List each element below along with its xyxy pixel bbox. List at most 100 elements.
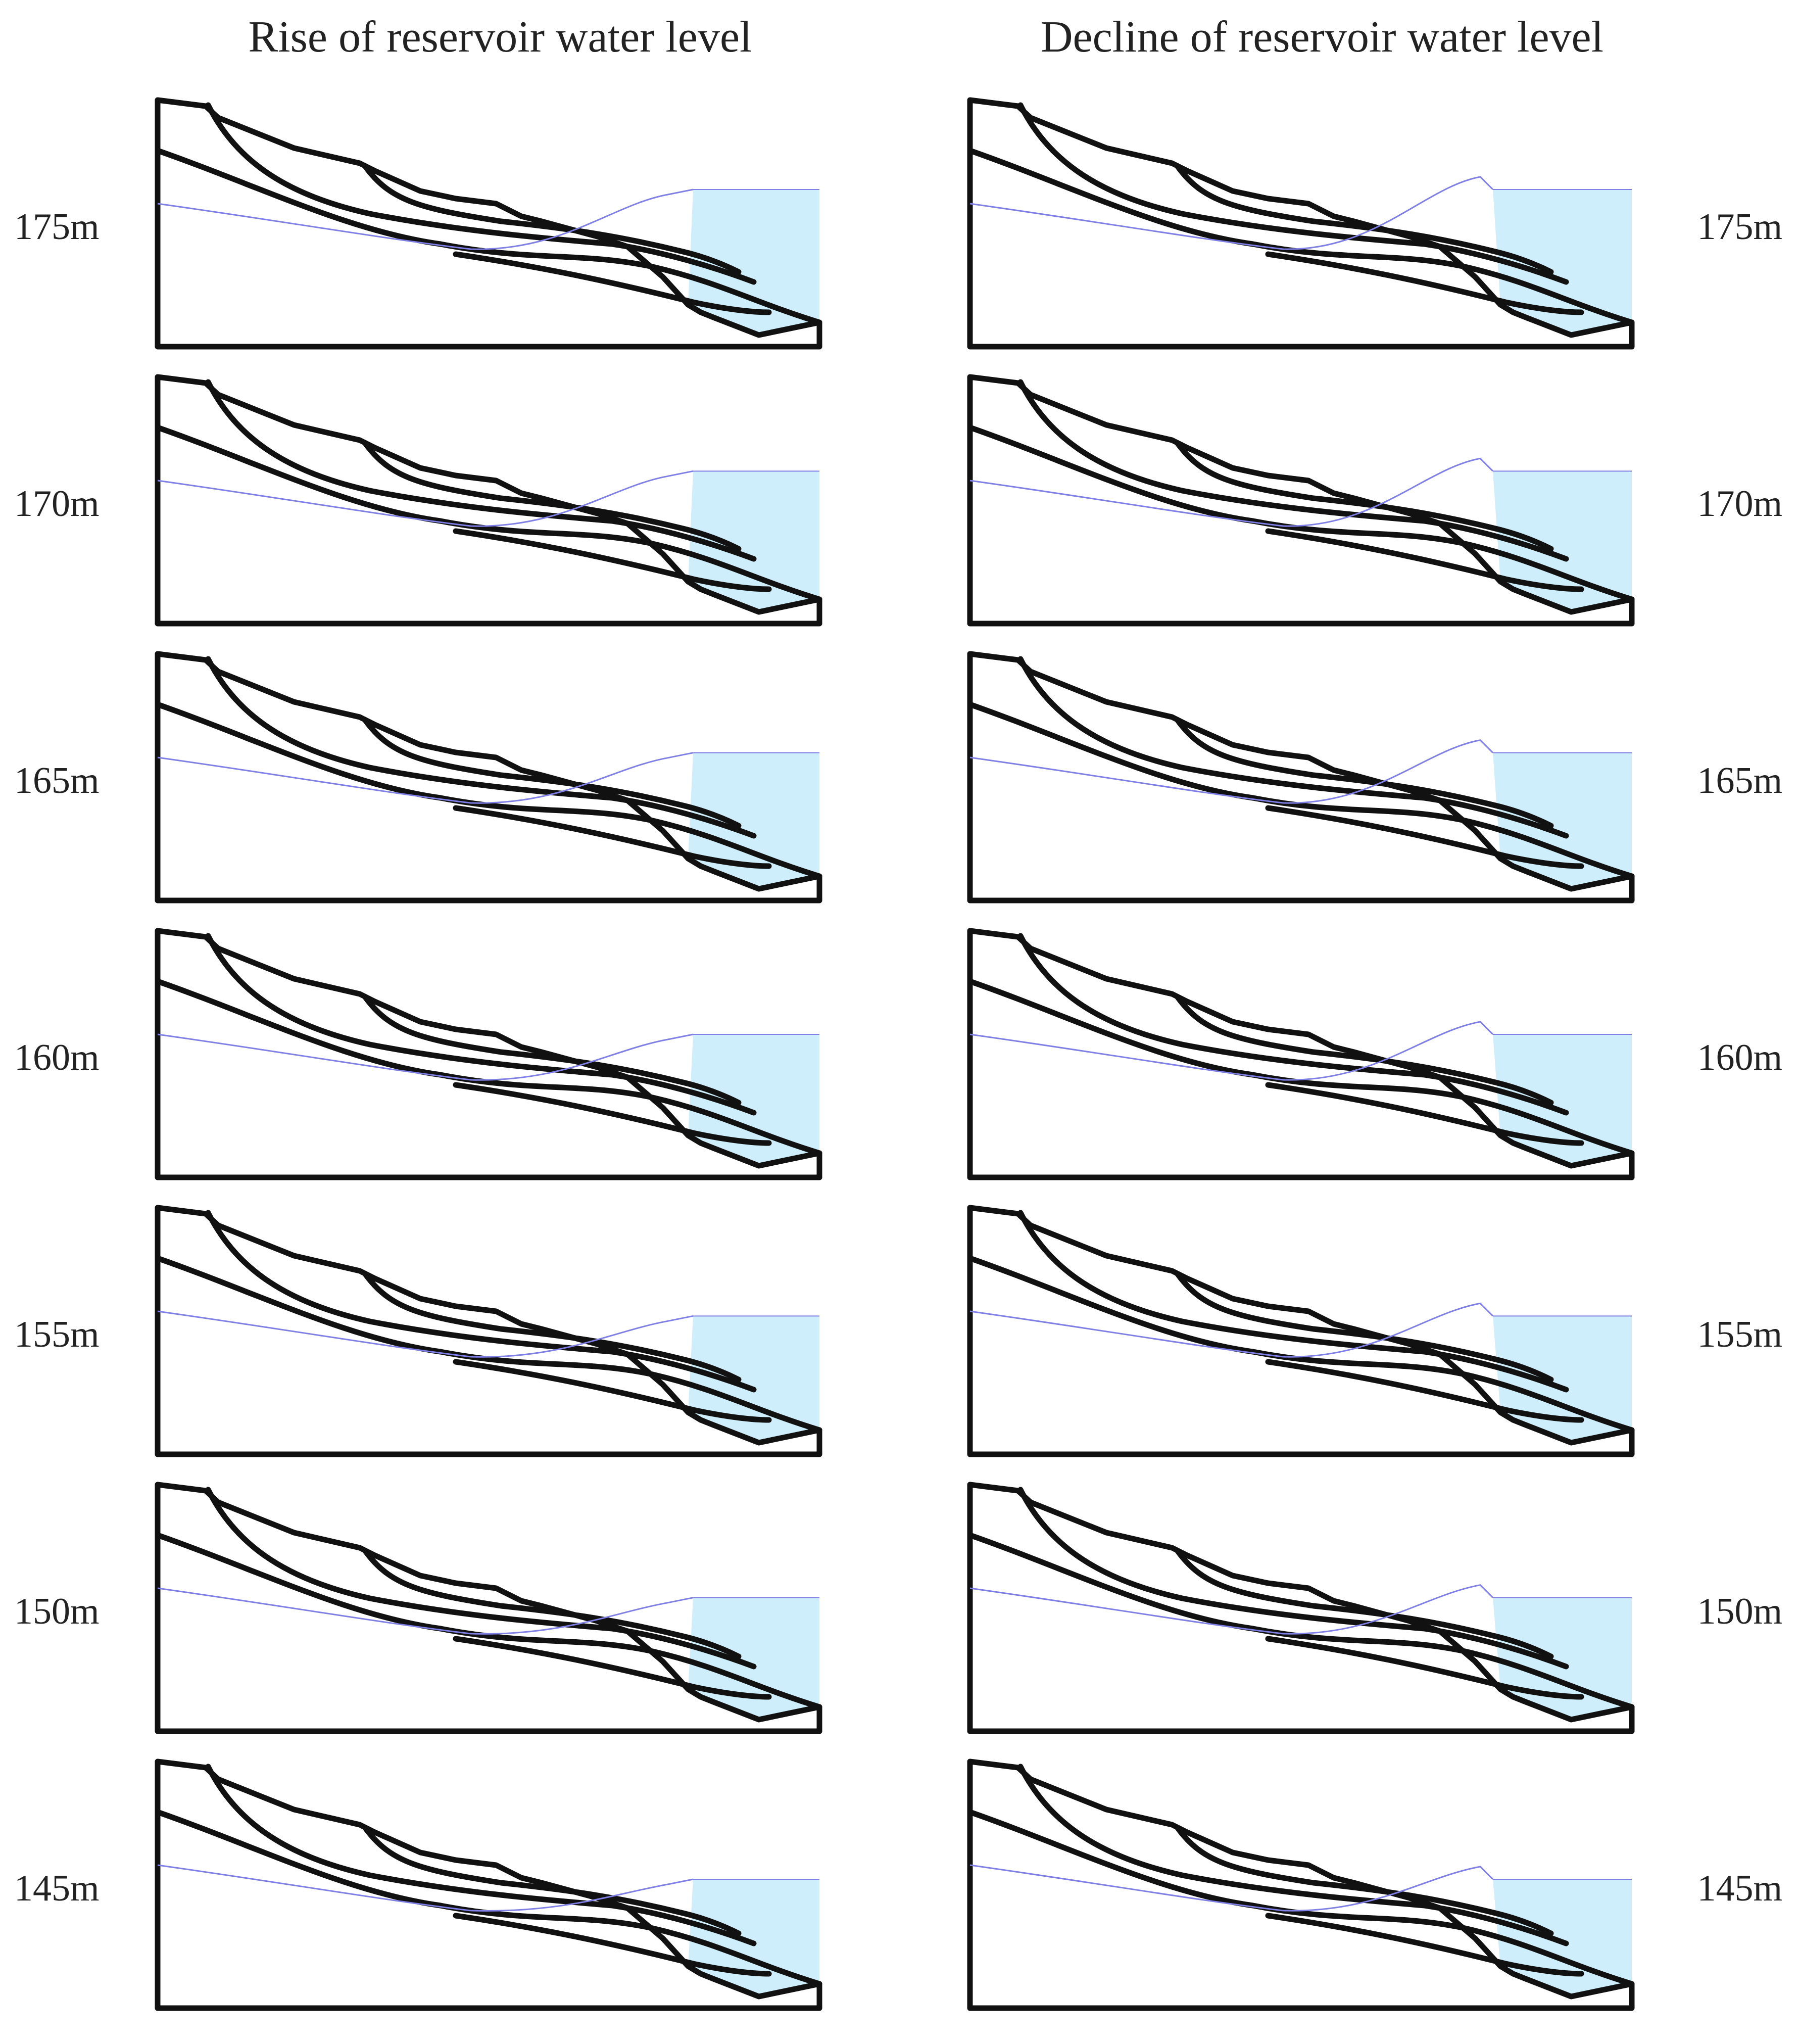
phreatic-line — [969, 176, 1494, 250]
strata-boundary-lower — [453, 528, 772, 592]
slide-surface-base — [967, 978, 1635, 1156]
slope-outline — [967, 97, 1635, 350]
phreatic-line — [969, 1864, 1494, 1912]
panel-rise-150m — [155, 1482, 822, 1734]
slide-surface-base — [967, 1532, 1635, 1710]
slope-outline — [967, 1205, 1635, 1457]
level-label-rise-155m: 155m — [14, 1314, 100, 1355]
slide-surface-base — [155, 1532, 822, 1710]
panel-rise-165m — [155, 651, 822, 904]
slide-surface-rear — [205, 1210, 757, 1393]
phreatic-line — [969, 739, 1494, 804]
panel-grid: 175m 175m 170m 170m 165m 165m 160m 160m 155m 155m… — [14, 97, 1782, 2011]
slope-outline — [967, 1758, 1635, 2011]
slide-surface-rear — [1017, 656, 1569, 839]
slide-surface-rear — [205, 933, 757, 1116]
level-label-decline-150m: 150m — [1697, 1591, 1782, 1632]
slope-outline — [967, 374, 1635, 627]
strata-boundary-lower — [1265, 805, 1584, 869]
slide-surface-rear — [1017, 1487, 1569, 1670]
panel-decline-175m — [967, 97, 1635, 350]
strata-boundary-lower — [453, 251, 772, 315]
phreatic-line — [157, 1310, 694, 1358]
reservoir-water — [688, 1316, 819, 1443]
slide-surface-front — [362, 993, 742, 1106]
reservoir-water — [1493, 471, 1632, 612]
slope-outline — [967, 1482, 1635, 1734]
title-decline-of-reservoir-water-level: Decline of reservoir water level — [1041, 13, 1603, 62]
phreatic-line — [969, 1021, 1494, 1081]
slide-surface-base — [967, 148, 1635, 325]
slope-outline — [155, 97, 822, 350]
reservoir-water — [688, 189, 819, 335]
strata-boundary-lower — [1265, 1913, 1584, 1977]
slide-surface-front — [1174, 993, 1554, 1106]
slide-surface-front — [362, 1824, 742, 1936]
slope-outline — [155, 1758, 822, 2011]
slope-outline — [155, 374, 822, 627]
reservoir-water — [688, 1597, 819, 1720]
slide-surface-front — [1174, 163, 1554, 275]
slide-surface-rear — [205, 1487, 757, 1670]
slide-surface-base — [155, 978, 822, 1156]
slide-surface-base — [155, 424, 822, 602]
slope-outline — [967, 651, 1635, 904]
level-label-rise-145m: 145m — [14, 1868, 100, 1909]
level-label-rise-175m: 175m — [14, 206, 100, 248]
slide-surface-base — [967, 701, 1635, 879]
slide-surface-base — [967, 424, 1635, 602]
panel-rise-155m — [155, 1205, 822, 1457]
slide-surface-front — [362, 440, 742, 552]
panel-decline-155m — [967, 1205, 1635, 1457]
strata-boundary-lower — [1265, 1636, 1584, 1700]
slope-outline — [155, 928, 822, 1180]
slope-outline — [155, 1482, 822, 1734]
panel-rise-170m — [155, 374, 822, 627]
slide-surface-front — [1174, 1547, 1554, 1659]
level-label-rise-165m: 165m — [14, 760, 100, 801]
strata-boundary-lower — [1265, 1082, 1584, 1146]
reservoir-water — [1493, 1316, 1632, 1443]
slide-surface-front — [1174, 717, 1554, 829]
level-label-decline-145m: 145m — [1697, 1868, 1782, 1909]
level-label-rise-150m: 150m — [14, 1591, 100, 1632]
phreatic-line — [157, 1033, 694, 1081]
strata-boundary-lower — [1265, 528, 1584, 592]
phreatic-line — [157, 1864, 694, 1912]
level-label-rise-170m: 170m — [14, 483, 100, 525]
slide-surface-rear — [1017, 379, 1569, 562]
slide-surface-base — [155, 148, 822, 325]
level-label-decline-165m: 165m — [1697, 760, 1782, 801]
slide-surface-front — [362, 1270, 742, 1383]
panel-rise-175m — [155, 97, 822, 350]
strata-boundary-lower — [453, 1082, 772, 1146]
slide-surface-rear — [1017, 933, 1569, 1116]
slide-surface-front — [1174, 1824, 1554, 1936]
level-label-decline-160m: 160m — [1697, 1037, 1782, 1078]
slide-surface-rear — [1017, 102, 1569, 285]
phreatic-line — [969, 1302, 1494, 1358]
reservoir-water — [688, 471, 819, 612]
slide-surface-rear — [205, 656, 757, 839]
panel-decline-150m — [967, 1482, 1635, 1734]
level-label-decline-170m: 170m — [1697, 483, 1782, 525]
slide-surface-rear — [205, 102, 757, 285]
slide-surface-base — [967, 1255, 1635, 1433]
level-label-decline-175m: 175m — [1697, 206, 1782, 248]
strata-boundary-lower — [453, 1359, 772, 1423]
slide-surface-rear — [1017, 1764, 1569, 1946]
reservoir-water — [1493, 189, 1632, 335]
level-label-decline-155m: 155m — [1697, 1314, 1782, 1355]
slide-surface-rear — [205, 379, 757, 562]
phreatic-line — [969, 457, 1494, 527]
phreatic-line — [969, 1584, 1494, 1635]
slide-surface-front — [362, 163, 742, 275]
slide-surface-rear — [1017, 1210, 1569, 1393]
slide-surface-front — [1174, 1270, 1554, 1383]
slope-outline — [155, 1205, 822, 1457]
strata-boundary-lower — [453, 1636, 772, 1700]
level-label-rise-160m: 160m — [14, 1037, 100, 1078]
phreatic-line — [157, 1587, 694, 1635]
slope-outline — [155, 651, 822, 904]
